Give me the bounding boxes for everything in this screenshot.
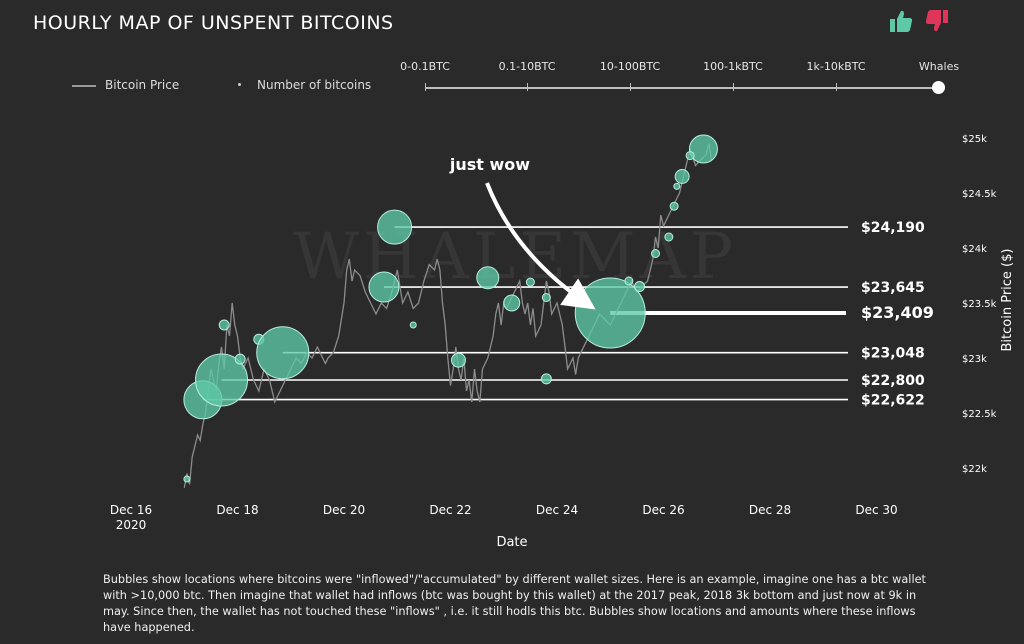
annotation-arrow xyxy=(485,182,596,310)
thumbs-up-icon[interactable] xyxy=(888,8,914,34)
page-title: HOURLY MAP OF UNSPENT BITCOINS xyxy=(33,12,394,34)
x-tick-label: Dec 30 xyxy=(855,503,897,517)
x-tick-label: Dec 20 xyxy=(323,503,365,517)
level-label: $24,190 xyxy=(861,220,925,236)
x-tick-label: Dec 22 xyxy=(429,503,471,517)
x-axis-ticks: Dec 16 Dec 18 Dec 20 Dec 22 Dec 24 Dec 26 Dec … xyxy=(110,503,898,517)
slider-tick xyxy=(425,83,426,91)
y-tick-label: $23k xyxy=(962,354,987,365)
slider-tick xyxy=(630,83,631,91)
y-tick-label: $24k xyxy=(962,244,987,255)
bubble-point xyxy=(673,182,681,190)
legend-bubble-swatch xyxy=(238,83,241,86)
x-tick-label: Dec 24 xyxy=(536,503,578,517)
x-axis-label: Date xyxy=(496,535,527,550)
y-tick-label: $22k xyxy=(962,464,987,475)
y-axis-label: Bitcoin Price ($) xyxy=(1000,249,1015,352)
footnote: Bubbles show locations where bitcoins we… xyxy=(103,573,926,634)
bubble-point xyxy=(256,326,310,380)
y-tick-label: $25k xyxy=(962,134,987,145)
bubble-point xyxy=(183,475,191,483)
slider-option-4[interactable]: 100-1kBTC xyxy=(703,60,763,73)
bubble-point xyxy=(541,293,551,302)
bubble-point xyxy=(476,266,500,290)
slider-option-3[interactable]: 10-100BTC xyxy=(599,60,661,73)
bubble-point xyxy=(685,151,695,161)
slider-tick xyxy=(733,83,734,91)
bubble-point xyxy=(688,134,718,164)
bubble-point xyxy=(651,249,661,258)
legend-price-swatch xyxy=(72,85,96,87)
wallet-size-slider[interactable]: 0-0.1BTC 0.1-10BTC 10-100BTC 100-1kBTC 1… xyxy=(392,60,972,100)
legend-price-label: Bitcoin Price xyxy=(105,78,180,92)
y-tick-label: $23.5k xyxy=(962,299,997,310)
slider-option-2[interactable]: 0.1-10BTC xyxy=(498,60,556,73)
bubble-series xyxy=(183,134,718,483)
y-tick-label: $24.5k xyxy=(962,189,997,200)
annotation-text: just wow xyxy=(449,155,530,174)
y-axis-ticks: $22k $22.5k $23k $23.5k $24k $24.5k $25k xyxy=(962,134,997,475)
level-label: $22,622 xyxy=(861,393,925,409)
bubble-point xyxy=(624,276,634,286)
x-tick-label: Dec 16 xyxy=(110,503,152,517)
level-label: $23,048 xyxy=(861,346,925,362)
level-labels: $24,190 $23,645 $23,409 $23,048 $22,800 $22,6… xyxy=(861,220,934,408)
watermark-text: WHALEMAP xyxy=(293,220,737,294)
x-tick-label: Dec 18 xyxy=(216,503,258,517)
bubble-point xyxy=(409,321,417,329)
price-chart: WHALEMAP Dec 16 Dec 18 Dec 20 Dec 22 Dec 24 D… xyxy=(110,134,1015,550)
bubble-point xyxy=(368,271,400,303)
x-tick-year: 2020 xyxy=(116,518,147,532)
bubble-point xyxy=(450,352,466,368)
level-label: $22,800 xyxy=(861,373,925,389)
bubble-point xyxy=(669,201,679,211)
bubble-point xyxy=(218,319,230,331)
bubble-point xyxy=(634,281,646,292)
slider-option-6[interactable]: Whales xyxy=(918,60,960,73)
level-label: $23,645 xyxy=(861,280,925,296)
y-tick-label: $22.5k xyxy=(962,409,997,420)
legend-bubbles-label: Number of bitcoins xyxy=(257,78,372,92)
slider-tick xyxy=(836,83,837,91)
bubble-point xyxy=(664,232,674,242)
bubble-point xyxy=(525,277,535,287)
slider-knob[interactable] xyxy=(932,81,945,94)
x-tick-label: Dec 26 xyxy=(642,503,684,517)
thumbs-down-icon[interactable] xyxy=(924,8,950,34)
bubble-point xyxy=(234,353,246,365)
bubble-point xyxy=(195,353,249,407)
level-label: $23,409 xyxy=(861,303,934,322)
slider-track[interactable] xyxy=(425,87,938,89)
bubble-point xyxy=(674,169,690,184)
bubble-point xyxy=(540,373,552,385)
slider-option-5[interactable]: 1k-10kBTC xyxy=(806,60,866,73)
feedback-buttons xyxy=(888,8,952,34)
slider-option-1[interactable]: 0-0.1BTC xyxy=(400,60,450,73)
bubble-point xyxy=(503,294,521,312)
x-tick-label: Dec 28 xyxy=(749,503,791,517)
slider-tick xyxy=(527,83,528,91)
bubble-point xyxy=(377,209,413,245)
